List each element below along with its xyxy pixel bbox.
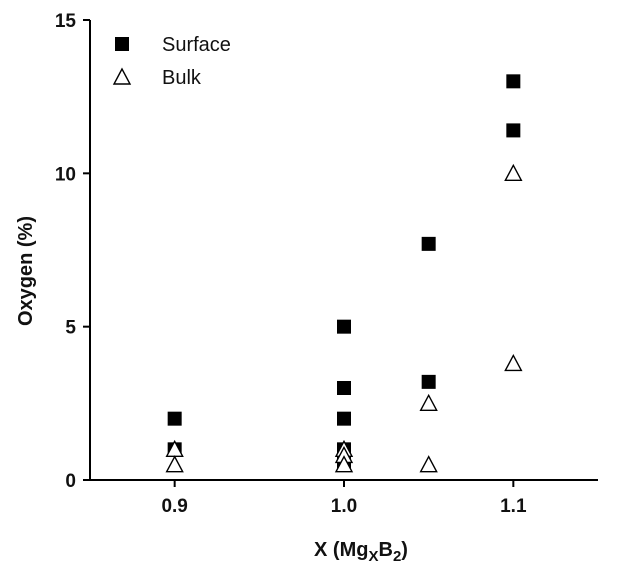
x-axis-title: X (MgXB2) [314, 539, 408, 565]
x-axis-title-subscript-2: 2 [393, 548, 401, 565]
y-axis-ticks: 0 5 10 15 [55, 11, 90, 492]
y-tick-label: 5 [65, 318, 76, 339]
legend: Surface Bulk [112, 34, 231, 89]
surface-point [506, 74, 521, 89]
surface-point [421, 236, 436, 251]
bulk-point [165, 455, 184, 473]
x-axis-title-main: X (Mg [314, 539, 368, 561]
legend-marker-bulk [112, 67, 132, 85]
surface-point [337, 319, 351, 334]
bulk-point [504, 163, 523, 182]
x-axis-title-subscript-x: X [368, 548, 378, 565]
y-tick-label: 10 [55, 164, 76, 185]
bulk-point [419, 393, 438, 412]
x-axis-ticks: 0.9 1.0 1.1 [161, 480, 527, 517]
x-axis-title-end: ) [401, 539, 408, 561]
surface-point [337, 411, 351, 426]
x-tick-label: 1.0 [331, 496, 357, 517]
x-tick-label: 1.1 [500, 496, 527, 517]
legend-label-surface: Surface [162, 34, 231, 56]
y-tick-label: 0 [65, 471, 76, 492]
x-tick-label: 0.9 [161, 496, 187, 517]
surface-point [421, 374, 436, 389]
x-axis-title-b: B [378, 539, 392, 561]
plot-frame [89, 20, 598, 481]
surface-point [506, 123, 521, 138]
data-points [165, 74, 523, 473]
y-tick-label: 15 [55, 11, 77, 32]
y-axis-title: Oxygen (%) [15, 216, 37, 326]
bulk-point [334, 455, 354, 473]
surface-point [337, 381, 351, 395]
bulk-point [419, 455, 438, 473]
surface-point [167, 411, 182, 426]
legend-label-bulk: Bulk [162, 67, 202, 89]
bulk-point [504, 353, 523, 372]
legend-marker-surface [115, 37, 129, 51]
